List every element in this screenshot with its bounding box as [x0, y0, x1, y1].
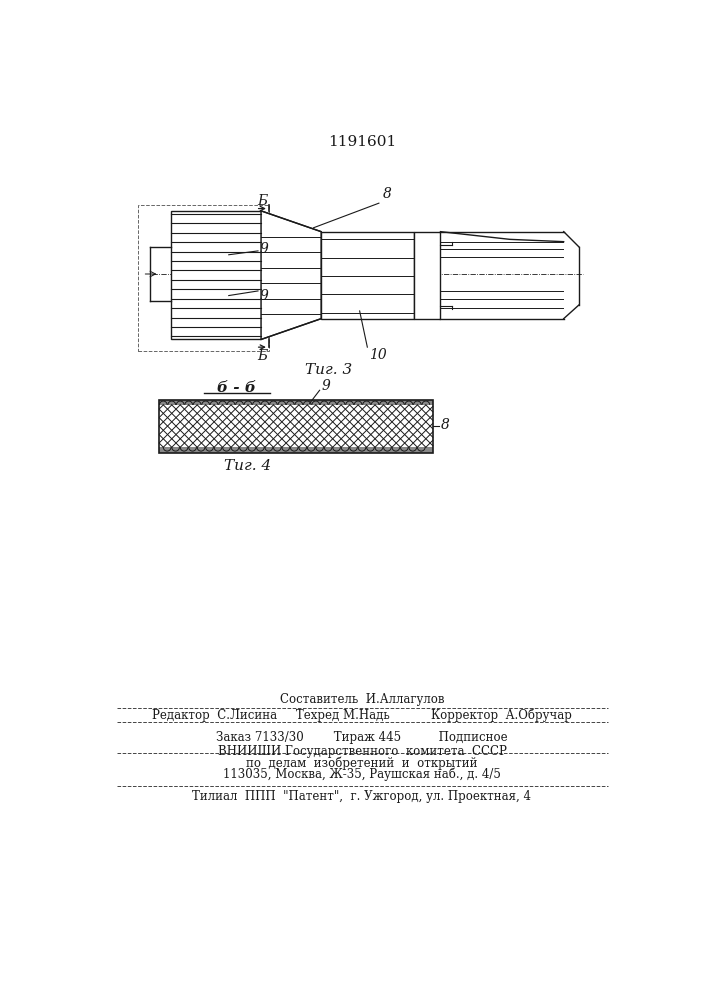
Bar [160, 447, 433, 453]
Text: по  делам  изобретений  и  открытий: по делам изобретений и открытий [246, 756, 478, 770]
Text: Б: Б [257, 349, 268, 363]
Bar [414, 232, 440, 319]
Text: 8: 8 [440, 418, 450, 432]
Text: ВНИИШИ Государственного  комитета  СССР: ВНИИШИ Государственного комитета СССР [218, 745, 506, 758]
Text: 8: 8 [382, 187, 392, 201]
Text: 9: 9 [321, 379, 330, 393]
Bar [138, 205, 269, 351]
Text: 9: 9 [259, 242, 269, 256]
Text: Τиг. 4: Τиг. 4 [224, 460, 271, 474]
Text: Τиг. 3: Τиг. 3 [305, 363, 353, 377]
Text: 9: 9 [259, 289, 269, 303]
Bar [160, 400, 433, 405]
Text: Редактор  С.Лисина     Техред М.Надь           Корректор  А.Обручар: Редактор С.Лисина Техред М.Надь Корректо… [152, 708, 572, 722]
Bar [160, 405, 433, 447]
Text: 113035, Москва, Ж-35, Раушская наб., д. 4/5: 113035, Москва, Ж-35, Раушская наб., д. … [223, 768, 501, 781]
Text: Заказ 7133/30        Тираж 445          Подписное: Заказ 7133/30 Тираж 445 Подписное [216, 731, 508, 744]
Text: Τилиал  ППП  "Патент",  г. Ужгород, ул. Проектная, 4: Τилиал ППП "Патент", г. Ужгород, ул. Про… [192, 790, 532, 803]
Text: Б: Б [257, 194, 268, 208]
Text: 1191601: 1191601 [328, 135, 396, 149]
Text: 10: 10 [369, 348, 387, 362]
Bar [171, 211, 261, 339]
Bar [321, 232, 414, 319]
Bar [160, 400, 433, 453]
Text: Составитель  И.Аллагулов: Составитель И.Аллагулов [280, 693, 444, 706]
Polygon shape [261, 211, 321, 339]
Text: б - б: б - б [217, 381, 256, 395]
